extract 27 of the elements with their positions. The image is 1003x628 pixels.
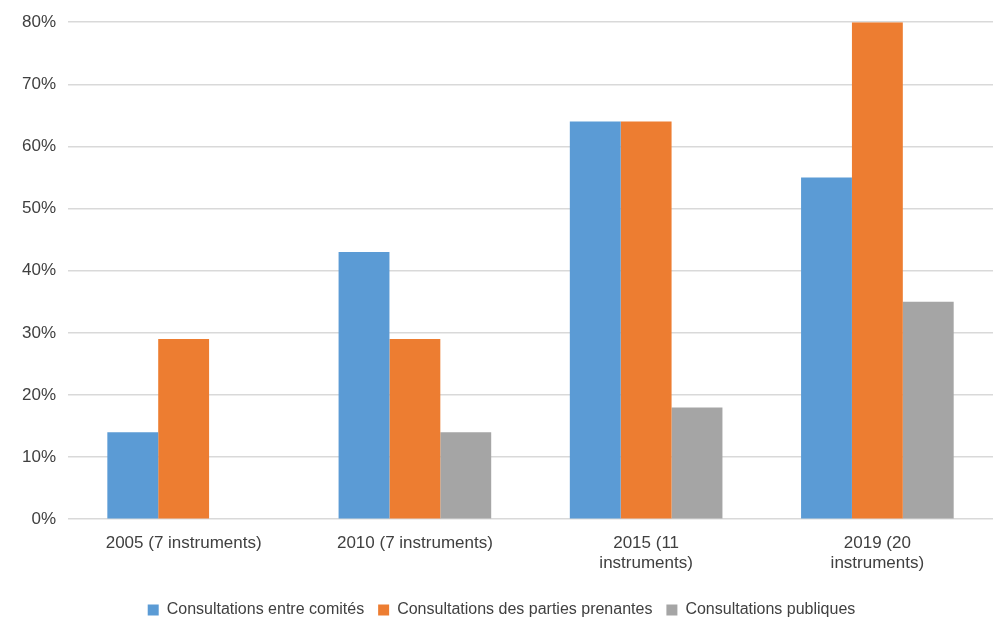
y-tick-label: 40% (21, 260, 57, 280)
y-tick-label: 0% (31, 508, 57, 528)
bar (569, 121, 621, 519)
y-tick-label: 10% (21, 446, 57, 466)
y-tick-label: 80% (21, 11, 57, 31)
bar (851, 22, 903, 519)
bar (158, 339, 210, 519)
y-tick-label: 30% (21, 322, 57, 342)
bar (107, 432, 159, 519)
x-tick-label: 2019 (20 instruments) (830, 533, 925, 573)
legend-label: Consultations publiques (685, 600, 856, 618)
bar (801, 177, 852, 519)
legend-label: Consultations entre comités (166, 600, 365, 618)
bar (902, 301, 954, 519)
x-tick-label: 2015 (11 instruments) (599, 533, 693, 573)
bar (620, 121, 672, 519)
legend-label: Consultations des parties prenantes (397, 600, 653, 618)
y-tick-label: 50% (21, 198, 57, 218)
bar (671, 407, 723, 519)
bar (440, 432, 492, 519)
y-tick-label: 20% (21, 384, 57, 404)
x-tick-label: 2010 (7 instruments) (336, 533, 493, 553)
x-tick-label: 2005 (7 instruments) (105, 533, 262, 553)
bar (338, 252, 390, 519)
y-tick-label: 60% (21, 136, 57, 156)
y-tick-label: 70% (21, 74, 57, 94)
bar (389, 339, 441, 519)
